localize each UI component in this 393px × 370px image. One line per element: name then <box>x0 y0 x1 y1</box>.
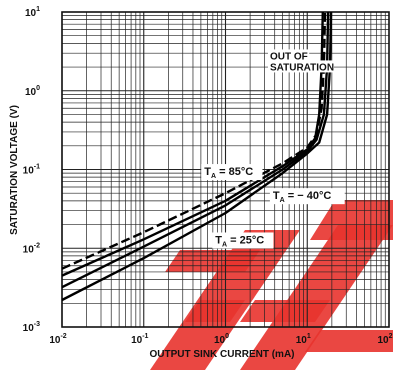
plot-frame <box>61 11 390 328</box>
series-line-4 <box>61 11 333 302</box>
annotation-temperature-3: TA = 25°C <box>215 234 264 248</box>
series-group <box>61 11 333 302</box>
annotation-temperature-1: TA = 85°C <box>204 166 253 180</box>
x-tick-label: 100 <box>214 333 229 346</box>
series-line-3 <box>61 11 330 289</box>
x-tick-label: 10-2 <box>49 333 66 346</box>
annotation-out-of-saturation: SATURATION <box>270 62 334 73</box>
x-tick-label: 10-1 <box>131 333 148 346</box>
y-tick-label: 101 <box>25 6 40 19</box>
y-tick-label: 10-2 <box>23 242 40 255</box>
annotation-background <box>201 164 263 181</box>
y-tick-label: 10-1 <box>23 164 40 177</box>
watermark-shape-1 <box>240 225 393 370</box>
y-tick-label: 100 <box>25 85 40 98</box>
annotation-background <box>269 188 345 205</box>
x-axis-label: OUTPUT SINK CURRENT (mA) <box>150 349 295 360</box>
annotation-background <box>212 232 274 249</box>
x-tick-labels: 10-2 10-1 100 101 102 <box>49 333 392 346</box>
annotation-temperature-2: TA = − 40°C <box>273 190 331 204</box>
watermark-shape-5 <box>310 200 393 240</box>
watermark-shape-4 <box>305 330 393 352</box>
y-tick-labels: 101 100 10-1 10-2 10-3 <box>23 6 40 334</box>
annotation-background <box>267 49 310 62</box>
y-axis-label: SATURATION VOLTAGE (V) <box>9 105 20 235</box>
y-tick-label: 10-3 <box>23 321 40 334</box>
watermark-shape-6 <box>185 300 245 322</box>
series-line-2 <box>61 11 324 277</box>
annotation-background <box>267 60 334 73</box>
annotation-out-of-saturation: OUT OF <box>270 51 308 62</box>
